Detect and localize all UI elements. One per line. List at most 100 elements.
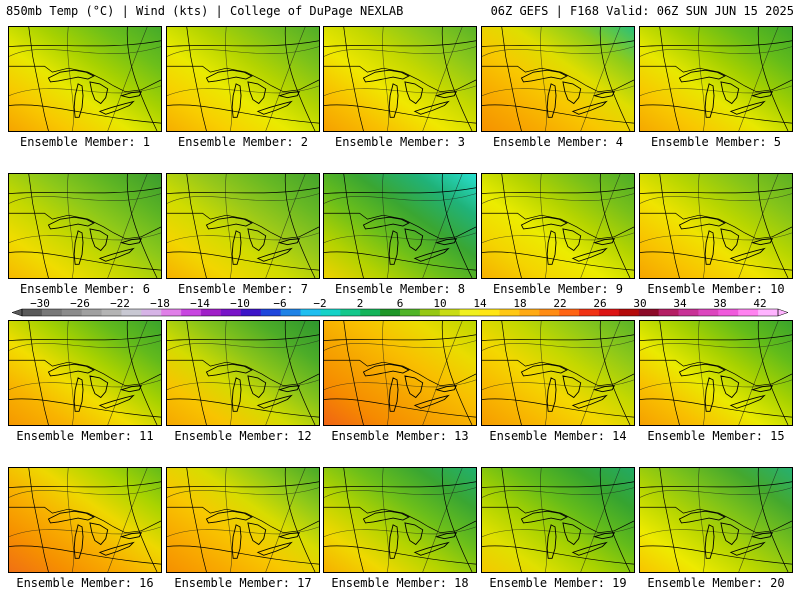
political-border bbox=[343, 468, 364, 572]
political-border bbox=[441, 27, 473, 131]
political-border bbox=[186, 174, 207, 278]
height-contour bbox=[67, 321, 74, 425]
colorbar-segment bbox=[678, 309, 699, 316]
temperature-field bbox=[324, 27, 476, 131]
political-border bbox=[441, 468, 473, 572]
height-contour bbox=[580, 468, 621, 572]
height-contour bbox=[580, 321, 621, 425]
lake-outline bbox=[571, 100, 608, 115]
height-contour bbox=[738, 27, 779, 131]
ensemble-member-label: Ensemble Member: 19 bbox=[489, 576, 627, 590]
political-border bbox=[324, 359, 476, 387]
temperature-field bbox=[482, 27, 634, 131]
colorbar-segment bbox=[638, 309, 660, 316]
political-border bbox=[9, 187, 161, 194]
height-contour bbox=[540, 468, 547, 572]
political-border bbox=[343, 27, 364, 131]
ensemble-member-label: Ensemble Member: 13 bbox=[331, 429, 469, 443]
political-border bbox=[640, 65, 792, 93]
political-border bbox=[9, 104, 161, 124]
height-contour bbox=[324, 193, 476, 204]
height-contour bbox=[382, 321, 389, 425]
political-border bbox=[9, 251, 161, 271]
temperature-map bbox=[482, 27, 634, 131]
height-contour bbox=[9, 193, 161, 204]
colorbar-tick-label: 2 bbox=[357, 298, 364, 310]
temperature-map bbox=[324, 321, 476, 425]
lake-outline bbox=[277, 532, 301, 540]
temperature-field bbox=[482, 321, 634, 425]
lake-outline bbox=[592, 532, 616, 540]
colorbar-segment bbox=[758, 309, 779, 316]
lake-outline bbox=[73, 524, 84, 559]
ensemble-map-20 bbox=[639, 467, 793, 573]
ensemble-member-label: Ensemble Member: 6 bbox=[19, 282, 151, 296]
political-border bbox=[324, 481, 476, 488]
lake-outline bbox=[729, 100, 766, 115]
ensemble-map-3 bbox=[323, 26, 477, 132]
colorbar-segment bbox=[61, 309, 83, 316]
lake-outline bbox=[592, 91, 616, 99]
lake-outline bbox=[73, 83, 84, 118]
height-contour bbox=[324, 526, 476, 537]
height-contour bbox=[167, 379, 319, 390]
lake-outline bbox=[720, 228, 740, 252]
temperature-field bbox=[9, 468, 161, 572]
lake-outline bbox=[592, 238, 616, 246]
lake-outline bbox=[388, 83, 399, 118]
height-contour bbox=[324, 46, 476, 57]
political-border bbox=[28, 321, 49, 425]
colorbar-segment bbox=[181, 309, 202, 316]
height-contour bbox=[9, 379, 161, 390]
height-contour bbox=[9, 46, 161, 57]
political-border bbox=[9, 334, 161, 341]
height-contour bbox=[167, 487, 319, 498]
lake-outline bbox=[277, 91, 301, 99]
political-border bbox=[482, 104, 634, 124]
height-contour bbox=[107, 321, 148, 425]
political-border bbox=[324, 65, 476, 93]
height-contour bbox=[382, 174, 389, 278]
height-contour bbox=[640, 340, 792, 351]
lake-outline bbox=[562, 522, 582, 546]
ensemble-map-10 bbox=[639, 173, 793, 279]
ensemble-map-4 bbox=[481, 26, 635, 132]
temperature-map bbox=[324, 174, 476, 278]
colorbar-segment bbox=[22, 309, 43, 316]
ensemble-member-label: Ensemble Member: 12 bbox=[174, 429, 312, 443]
political-border bbox=[28, 27, 49, 131]
temperature-map bbox=[640, 468, 792, 572]
ensemble-member-label: Ensemble Member: 11 bbox=[16, 429, 154, 443]
lake-outline bbox=[434, 238, 458, 246]
colorbar-segment bbox=[579, 309, 600, 316]
height-contour bbox=[738, 321, 779, 425]
height-contour bbox=[382, 468, 389, 572]
political-border bbox=[167, 481, 319, 488]
height-contour bbox=[324, 232, 476, 243]
lake-outline bbox=[413, 247, 450, 262]
political-border bbox=[324, 334, 476, 341]
lake-outline bbox=[434, 385, 458, 393]
political-border bbox=[9, 212, 161, 240]
political-border bbox=[640, 334, 792, 341]
model-valid-time: 06Z GEFS | F168 Valid: 06Z SUN JUN 15 20… bbox=[490, 4, 794, 18]
height-contour bbox=[422, 321, 463, 425]
colorbar-tick-label: 42 bbox=[753, 298, 766, 310]
lake-outline bbox=[119, 532, 143, 540]
political-border bbox=[186, 27, 207, 131]
height-contour bbox=[482, 232, 634, 243]
political-border bbox=[9, 506, 161, 534]
lake-outline bbox=[562, 228, 582, 252]
ensemble-member-label: Ensemble Member: 15 bbox=[647, 429, 785, 443]
temperature-field bbox=[324, 468, 476, 572]
temperature-map bbox=[9, 174, 161, 278]
height-contour bbox=[167, 193, 319, 204]
political-border bbox=[343, 321, 364, 425]
lake-outline bbox=[678, 69, 726, 83]
height-contour bbox=[67, 468, 74, 572]
temperature-field bbox=[9, 174, 161, 278]
colorbar-segment bbox=[220, 309, 242, 316]
political-border bbox=[659, 468, 680, 572]
ensemble-member-label: Ensemble Member: 3 bbox=[334, 135, 466, 149]
political-border bbox=[126, 468, 158, 572]
